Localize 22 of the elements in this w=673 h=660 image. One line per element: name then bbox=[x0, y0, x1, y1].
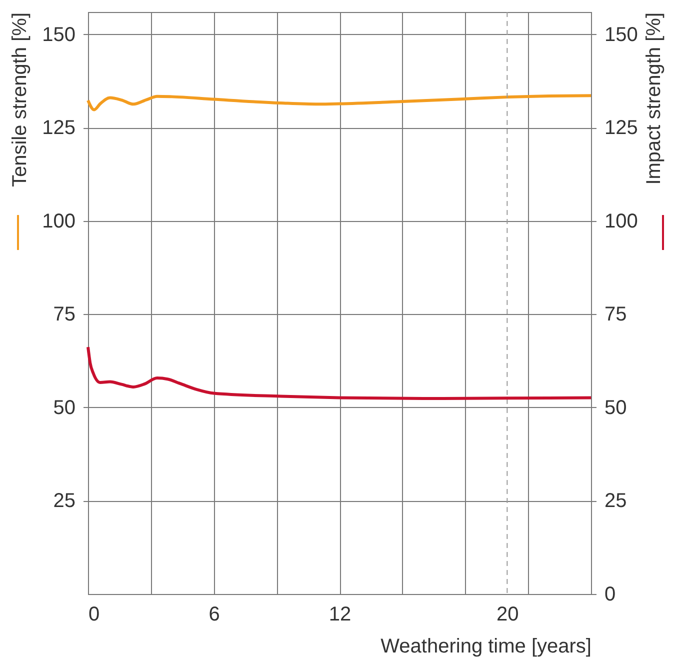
x-tick-label: 6 bbox=[208, 604, 220, 626]
y-axis-title: Tensile strength [%] bbox=[9, 12, 32, 188]
x-axis-title: Weathering time [years] bbox=[380, 636, 592, 658]
y2-tick-label: 125 bbox=[604, 117, 638, 140]
x-tick-label: 12 bbox=[328, 604, 352, 626]
y-tick-label: 50 bbox=[53, 396, 76, 419]
line-series bbox=[86, 346, 592, 400]
x-tick-label: 20 bbox=[496, 604, 519, 626]
y-tick-label: 125 bbox=[42, 117, 76, 140]
y-tick-label: 150 bbox=[42, 24, 76, 46]
y2-tick-label: 75 bbox=[604, 304, 627, 326]
x-tick-label: 0 bbox=[88, 604, 100, 626]
y2-axis-title: Impact strength [%] bbox=[642, 12, 665, 185]
y-tick-label: 100 bbox=[42, 210, 76, 232]
y-tick-label: 25 bbox=[53, 490, 76, 512]
y2-tick-label: 25 bbox=[604, 490, 627, 512]
y2-tick-label: 50 bbox=[604, 396, 627, 419]
y2-tick-label: 150 bbox=[604, 24, 638, 46]
y2-tick-label: 0 bbox=[604, 584, 616, 606]
y-tick-label: 75 bbox=[53, 304, 76, 326]
y2-tick-label: 100 bbox=[604, 210, 638, 232]
line-series bbox=[86, 94, 592, 112]
